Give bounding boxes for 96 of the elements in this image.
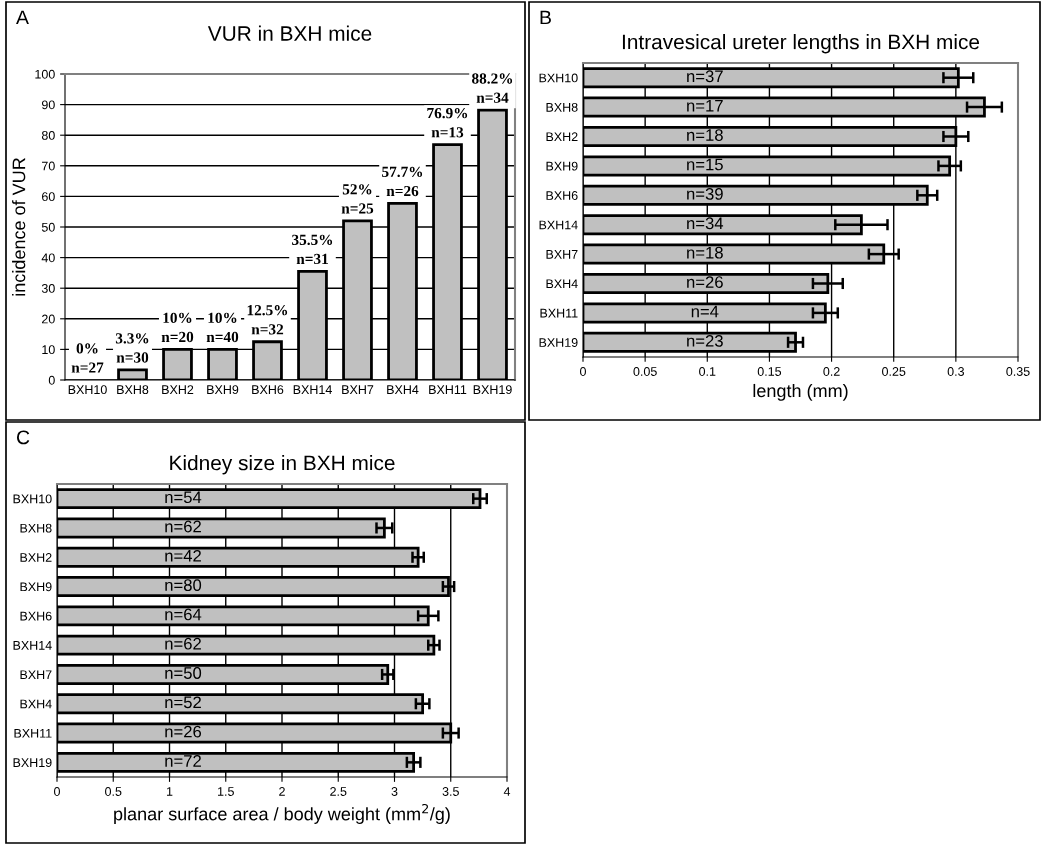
y-tick-label: BXH9 [20,582,52,592]
y-tick-label: 50 [41,222,55,232]
annotation: n=26 [687,276,723,288]
annotation: n=52 [165,696,201,709]
x-tick-label: 0.2 [823,367,840,376]
chart-title: Kidney size in BXH mice [170,455,395,475]
annotation: n=18 [687,129,723,141]
y-tick-label: BXH10 [539,73,578,83]
x-tick-label: 0.1 [699,367,716,376]
y-tick-label: 0 [48,375,55,385]
x-tick-label: BXH4 [387,385,419,394]
annotation: n=17 [687,99,723,112]
y-tick-label: BXH19 [539,338,578,347]
x-tick-label: BXH19 [473,385,512,395]
annotation: n=39 [687,187,723,200]
annotation: n=23 [687,334,723,347]
x-tick-label: 0.15 [757,367,782,376]
annotation: n=4 [691,305,719,318]
x-tick-label: 0.05 [633,367,657,376]
y-axis-title: incidence of VUR [12,158,26,296]
x-tick-label: 2.5 [330,787,347,796]
y-tick-label: 40 [41,253,55,263]
data-label: 10% n=40 [206,312,239,343]
x-tick-label: BXH10 [68,385,107,395]
y-tick-label: BXH9 [546,161,578,171]
y-tick-label: BXH2 [546,132,578,142]
text: B [540,10,551,25]
annotation: n=62 [165,520,201,533]
x-tick-label: BXH8 [117,385,149,395]
annotation: n=50 [165,667,202,679]
y-tick-label: BXH14 [13,641,52,650]
y-tick-label: BXH14 [539,220,578,230]
y-tick-label: 30 [41,284,55,293]
y-tick-label: BXH7 [20,670,52,679]
x-tick-label: 3.5 [442,787,459,796]
x-axis-title: planar surface area / body weight (mm$^{2}$/g) [114,803,450,824]
annotation: n=72 [165,755,201,767]
y-tick-label: BXH19 [13,758,52,767]
y-tick-label: BXH7 [546,250,578,259]
x-tick-label: BXH7 [342,385,374,394]
annotation: n=62 [165,637,201,650]
x-tick-label: 1.5 [218,787,234,796]
x-tick-label: BXH9 [207,385,239,395]
y-tick-label: BXH4 [20,699,52,709]
chart-title: VUR in BXH mice [207,25,372,41]
y-tick-label: BXH11 [14,728,52,738]
x-tick-label: 1 [166,787,173,796]
data-label: 10% n=20 [161,312,194,343]
annotation: n=42 [165,549,201,562]
annotation: n=18 [687,246,723,259]
x-tick-label: BXH2 [162,385,194,394]
y-tick-label: BXH8 [546,102,578,112]
data-label: 57.7% n=26 [382,166,423,197]
y-tick-label: 20 [42,314,55,324]
annotation: n=54 [165,491,202,504]
data-label: 12.5% n=32 [247,305,288,335]
y-tick-label: 80 [41,131,55,140]
text: C [16,430,30,445]
x-tick-label: BXH14 [293,385,332,394]
y-tick-label: BXH11 [540,308,578,318]
y-tick-label: 70 [42,161,55,171]
x-tick-label: 0.5 [105,787,122,796]
annotation: n=37 [687,70,723,83]
x-tick-label: 4 [503,787,511,796]
x-tick-label: 0.3 [947,367,964,376]
x-axis-title: length (mm) [753,383,848,401]
data-label: 3.3% n=30 [115,333,149,363]
y-tick-label: 60 [42,192,55,202]
data-label: 0% n=27 [71,343,104,373]
annotation: n=26 [165,725,202,738]
x-tick-label: 0.35 [1006,367,1030,376]
x-tick-label: BXH11 [429,385,467,394]
data-label: 76.9% n=13 [427,107,468,138]
x-tick-label: 0.25 [882,367,906,376]
y-tick-label: BXH4 [546,279,578,289]
y-tick-label: BXH6 [20,611,52,621]
data-label: 35.5% n=31 [292,234,333,265]
chart-title: Intravesical ureter lengths in BXH mice [622,34,980,54]
y-tick-label: BXH2 [20,553,52,562]
y-tick-label: BXH10 [13,494,52,504]
y-tick-label: BXH6 [546,191,578,200]
annotation: n=80 [165,579,202,592]
y-tick-label: 100 [35,69,55,79]
y-tick-label: 10 [42,345,55,355]
data-label: 88.2% n=34 [472,73,513,103]
annotation: n=64 [165,608,202,621]
annotation: n=15 [687,158,723,171]
x-tick-label: 2 [279,787,285,796]
x-tick-label: 3 [391,787,398,796]
x-tick-label: BXH6 [252,385,284,395]
data-label: 52% n=25 [341,184,374,214]
x-tick-label: 0 [580,367,586,376]
annotation: n=34 [687,217,724,230]
y-tick-label: BXH8 [20,523,52,533]
y-tick-label: 90 [41,100,55,110]
text: A [16,10,29,25]
